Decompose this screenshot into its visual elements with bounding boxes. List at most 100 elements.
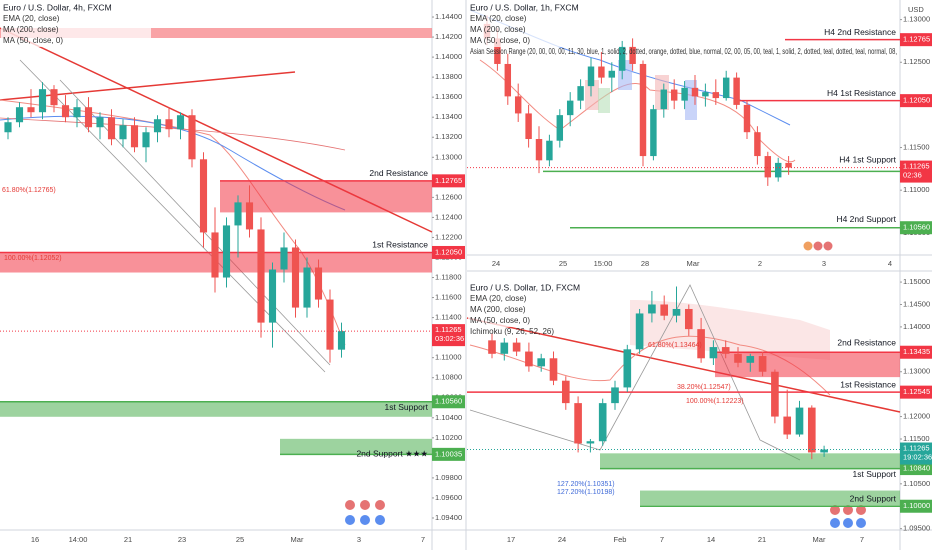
zone	[640, 490, 900, 506]
event-icon	[360, 515, 370, 525]
axis-price-label: 1.12765	[903, 35, 930, 44]
candle-body	[639, 63, 647, 157]
time-label: 21	[124, 535, 132, 544]
time-label: 15:00	[594, 259, 613, 268]
time-label: 7	[421, 535, 425, 544]
candle-body	[764, 156, 772, 178]
event-icon	[375, 515, 385, 525]
price-tick-label: 1.09500	[903, 524, 930, 533]
fib-label: 61.80%(1.12765)	[2, 187, 56, 194]
time-label: Mar	[813, 535, 826, 544]
price-tick-label: 1.10400	[435, 413, 462, 422]
candle-body	[512, 342, 521, 352]
candle-body	[15, 107, 24, 123]
countdown-timer: 02:36	[903, 171, 922, 180]
price-tick-label: 1.11500	[903, 434, 930, 443]
candle-body	[681, 87, 688, 101]
zone	[280, 438, 432, 455]
session-box	[598, 88, 610, 113]
candle-body	[494, 38, 501, 64]
time-label: 21	[758, 535, 766, 544]
time-label: 3	[822, 259, 826, 268]
level-label: 1st Resistance	[372, 240, 428, 250]
axis-price-label: 1.10840	[903, 464, 930, 473]
candle-body	[746, 356, 755, 363]
indicator-label: EMA (20, close)	[470, 14, 527, 23]
axis-price-label: 1.12545	[903, 387, 930, 396]
event-icon	[856, 518, 866, 528]
candle-body	[670, 89, 678, 101]
candle-body	[326, 299, 334, 350]
candle-body	[234, 202, 242, 226]
candle-body	[598, 66, 605, 78]
price-tick-label: 1.10800	[435, 373, 462, 382]
indicator-label: Ichimoku (9, 26, 52, 26)	[470, 327, 554, 336]
candle-body	[504, 63, 512, 97]
time-label: Feb	[614, 535, 627, 544]
axis-price-label: 1.12050	[903, 96, 930, 105]
candle-body	[734, 353, 742, 363]
time-label: 28	[641, 259, 649, 268]
candle-body	[546, 140, 553, 161]
zone	[600, 453, 900, 469]
event-icon	[856, 505, 866, 515]
candle-body	[672, 308, 681, 316]
time-label: 3	[357, 535, 361, 544]
time-label: 17	[507, 535, 515, 544]
price-tick-label: 1.11500	[903, 143, 930, 152]
candle-body	[314, 267, 323, 300]
time-label: 25	[236, 535, 244, 544]
price-tick-label: 1.13600	[435, 92, 462, 101]
fib-label: 100.00%(1.12052)	[4, 255, 62, 262]
time-label: 7	[660, 535, 664, 544]
event-icon	[843, 505, 853, 515]
candle-body	[556, 115, 564, 141]
candle-body	[525, 113, 532, 140]
event-icon	[345, 515, 355, 525]
indicator-label: MA (50, close, 0)	[470, 316, 530, 325]
candle-body	[629, 46, 636, 64]
level-label: 1st Support	[853, 469, 897, 479]
candle-body	[577, 86, 584, 101]
price-tick-label: 1.12600	[435, 192, 462, 201]
price-tick-label: 1.13000	[903, 15, 930, 24]
event-icon	[360, 500, 370, 510]
price-tick-label: 1.14400	[435, 12, 462, 21]
candle-body	[598, 403, 607, 442]
candle-body	[525, 351, 533, 367]
zone	[220, 180, 432, 213]
candle-body	[795, 407, 804, 435]
zone	[0, 401, 432, 417]
price-tick-label: 1.11000	[903, 185, 930, 194]
candle-body	[785, 162, 792, 168]
candle-body	[697, 329, 705, 359]
candle-body	[165, 119, 173, 130]
price-tick-label: 1.14000	[435, 52, 462, 61]
axis-price-tag	[900, 345, 932, 359]
candle-body	[660, 89, 668, 110]
indicator-label: Asian Session Range (20, 00, 00, 00, 11,…	[470, 47, 897, 56]
fib-label: 61.80%(1.13464)	[648, 342, 702, 349]
indicator-label: MA (200, close)	[470, 305, 526, 314]
candle-body	[587, 66, 595, 87]
current-price-tag	[900, 442, 932, 465]
candle-body	[153, 119, 162, 133]
candle-body	[222, 225, 231, 278]
axis-price-label: 1.12765	[435, 176, 462, 185]
fib-label: 100.00%(1.12223)	[686, 398, 744, 405]
price-tick-label: 1.13000	[903, 367, 930, 376]
axis-price-label: 1.10035	[435, 449, 462, 458]
candle-body	[107, 117, 116, 140]
legend-bg	[1, 2, 151, 47]
currency-label: USD	[908, 5, 924, 14]
candle-body	[648, 304, 656, 314]
candle-body	[608, 70, 616, 78]
session-box	[585, 80, 599, 110]
axis-price-tag	[900, 385, 932, 399]
level-label: 2nd Support ★★★	[356, 449, 428, 459]
price-tick-label: 1.11600	[435, 293, 462, 302]
axis-price-tag	[900, 94, 932, 108]
event-icon	[375, 500, 385, 510]
candle-body	[61, 105, 70, 118]
price-tick-label: 1.12500	[903, 57, 930, 66]
